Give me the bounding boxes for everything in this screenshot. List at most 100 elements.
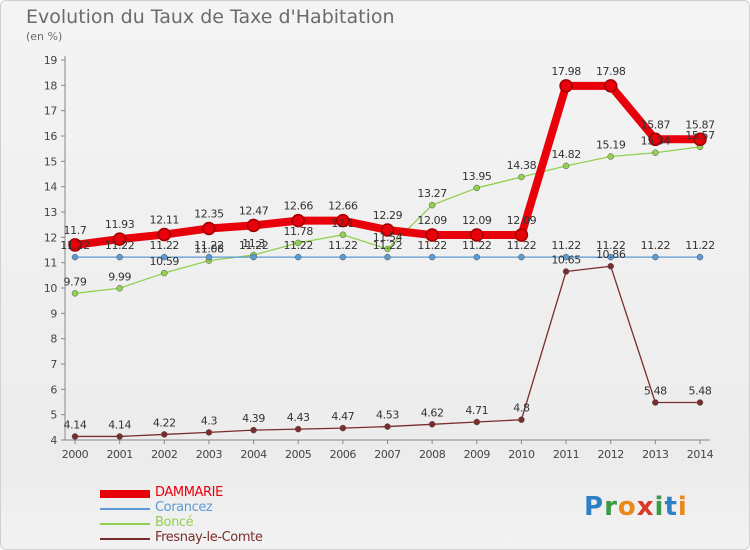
data-point [116,285,123,292]
x-tick-label: 2000 [62,448,89,461]
data-point [339,424,347,432]
data-label: 11.22 [150,239,180,252]
legend-item: Fresnay-le-Comte [100,530,360,546]
y-tick-label: 13 [44,206,58,219]
data-label: 14.82 [551,148,581,161]
data-point [473,253,481,261]
data-label: 11.22 [373,239,403,252]
y-tick-label: 16 [44,130,58,143]
x-tick-label: 2014 [687,448,714,461]
data-label: 13.95 [462,170,492,183]
data-label: 11.22 [194,239,224,252]
data-label: 13.27 [417,187,447,200]
data-label: 12.66 [328,200,358,213]
y-tick-label: 5 [50,409,57,422]
data-point [71,290,79,297]
data-point [116,433,123,440]
data-label: 9.99 [108,270,131,283]
data-point [652,399,659,406]
data-point [648,132,663,147]
data-label: 11.22 [105,239,135,252]
data-point [161,253,168,261]
data-point [250,253,257,261]
data-point [473,184,481,192]
data-point [291,213,305,228]
data-point [470,228,484,242]
data-point [693,132,707,147]
y-tick-label: 4 [50,434,57,447]
data-label: 11.22 [328,239,358,252]
data-point [71,433,79,440]
legend-item: DAMMARIE [100,485,360,501]
x-tick-label: 2009 [464,448,491,461]
data-label: 5.48 [689,385,712,398]
data-label: 12.66 [283,200,313,213]
x-tick-label: 2001 [106,448,132,461]
logo-letter: x [636,492,655,522]
legend: DAMMARIE Corancez Boncé Fresnay-le-Comte [100,485,360,546]
x-tick-label: 2002 [151,448,177,461]
data-point [336,213,350,228]
x-tick-label: 2013 [642,448,669,461]
data-point [559,79,573,93]
data-label: 11.22 [60,239,90,252]
data-label: 15.57 [685,129,715,142]
data-label: 11.22 [462,239,492,252]
data-label: 11.3 [242,237,265,250]
y-tick-label: 8 [50,333,57,346]
y-tick-label: 9 [50,307,57,320]
data-label: 4.39 [242,412,265,425]
data-label: 4.53 [376,409,399,422]
data-point [607,153,614,160]
data-label: 11.22 [551,239,581,252]
data-label: 17.98 [596,65,626,78]
data-point [696,253,704,261]
data-point [68,238,82,252]
x-tick-label: 2006 [330,448,357,461]
data-label: 11.08 [194,243,224,256]
legend-label: Corancez [155,500,213,515]
data-label: 10.59 [150,255,180,268]
data-point [294,239,302,247]
data-point [514,228,529,242]
data-label: 12.1 [331,217,354,230]
legend-label: Boncé [155,515,194,530]
data-label: 4.3 [201,414,218,427]
data-label: 5.48 [644,385,667,398]
data-label: 11.54 [373,231,403,244]
data-label: 12.09 [507,214,537,227]
data-point [473,418,481,426]
data-point [205,253,213,261]
legend-item: Corancez [100,500,360,516]
data-label: 11.7 [64,224,87,237]
data-point [696,399,704,406]
legend-swatch [100,490,150,498]
logo-letter: P [584,492,605,522]
data-label: 15.87 [685,118,715,131]
x-tick-label: 2012 [598,448,624,461]
y-tick-label: 14 [44,181,58,194]
data-point [116,253,123,261]
data-label: 4.43 [287,411,310,424]
data-label: 17.98 [551,65,581,78]
logo-letter: i [677,492,688,522]
data-point [339,231,347,239]
x-tick-label: 2011 [553,448,579,461]
y-tick-label: 19 [44,54,58,67]
data-label: 4.22 [153,416,176,429]
data-point [384,245,391,253]
data-label: 11.22 [685,239,715,252]
data-point [246,218,261,233]
data-point [562,162,570,170]
y-tick-label: 17 [44,105,58,118]
data-point [562,268,570,275]
data-label: 11.22 [596,239,626,252]
x-tick-label: 2007 [374,448,401,461]
data-point [161,269,168,277]
data-label: 10.65 [551,254,581,267]
data-point [518,253,525,261]
data-label: 4.71 [465,404,488,417]
data-point [112,232,127,246]
data-point [294,425,302,433]
data-point [202,221,216,236]
